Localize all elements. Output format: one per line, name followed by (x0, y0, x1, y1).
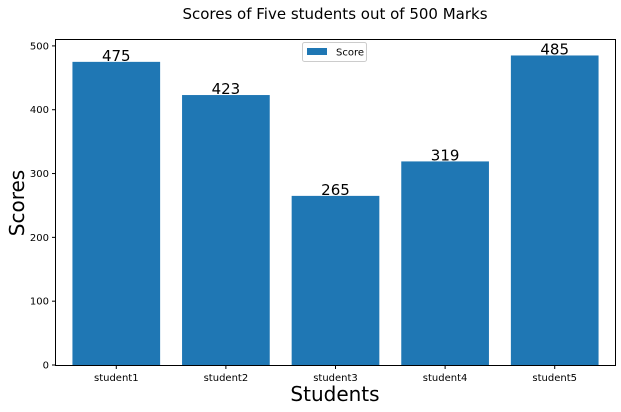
bar-student3 (291, 195, 380, 365)
legend-box (302, 42, 367, 62)
legend-label-score: Score (336, 48, 364, 59)
x-tick-label: student2 (204, 373, 249, 384)
y-tick-label: 0 (43, 361, 49, 372)
data-labels-group: 475 423 265 319 485 (102, 40, 569, 198)
y-tick-label: 500 (30, 41, 49, 52)
y-axis-label: Scores (5, 170, 29, 236)
y-tick-label: 400 (30, 105, 49, 116)
bar-student2 (182, 95, 270, 365)
x-tick-label: student5 (532, 373, 577, 384)
x-tick-label: student4 (423, 373, 468, 384)
data-label-student2: 423 (212, 80, 241, 98)
legend: Score (302, 42, 367, 62)
x-tick-label: student3 (313, 373, 358, 384)
data-label-student1: 475 (102, 47, 131, 65)
y-tick-label: 300 (30, 169, 49, 180)
bars-group (72, 55, 599, 365)
data-label-student5: 485 (540, 40, 569, 58)
legend-swatch-score (307, 48, 327, 55)
y-tick-label: 200 (30, 233, 49, 244)
x-axis-label: Students (290, 382, 379, 406)
x-axis: student1 student2 student3 student4 student5 (94, 365, 577, 384)
bar-student5 (510, 55, 599, 365)
data-label-student4: 319 (431, 146, 460, 164)
y-axis: 0 100 200 300 400 500 (30, 41, 56, 372)
data-label-student3: 265 (321, 181, 350, 199)
x-tick-label: student1 (94, 373, 139, 384)
y-tick-label: 100 (30, 297, 49, 308)
bar-student1 (72, 61, 161, 365)
bar-student4 (401, 161, 489, 365)
chart-title: Scores of Five students out of 500 Marks (182, 5, 487, 23)
